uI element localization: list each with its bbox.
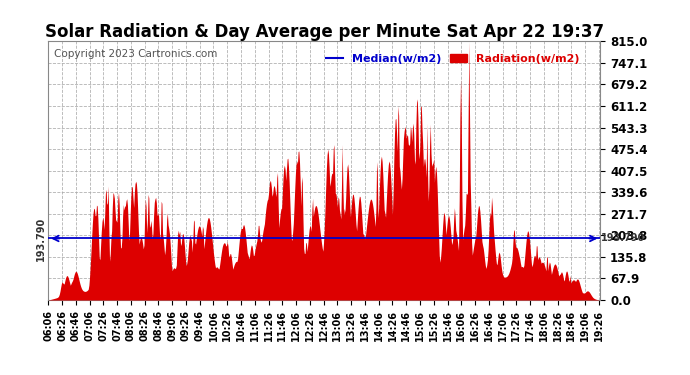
Text: 193.790: 193.790 xyxy=(36,216,46,261)
Text: 193.790: 193.790 xyxy=(601,234,645,243)
Text: Copyright 2023 Cartronics.com: Copyright 2023 Cartronics.com xyxy=(54,49,217,59)
Legend: Median(w/m2), Radiation(w/m2): Median(w/m2), Radiation(w/m2) xyxy=(322,50,584,68)
Title: Solar Radiation & Day Average per Minute Sat Apr 22 19:37: Solar Radiation & Day Average per Minute… xyxy=(45,23,604,41)
